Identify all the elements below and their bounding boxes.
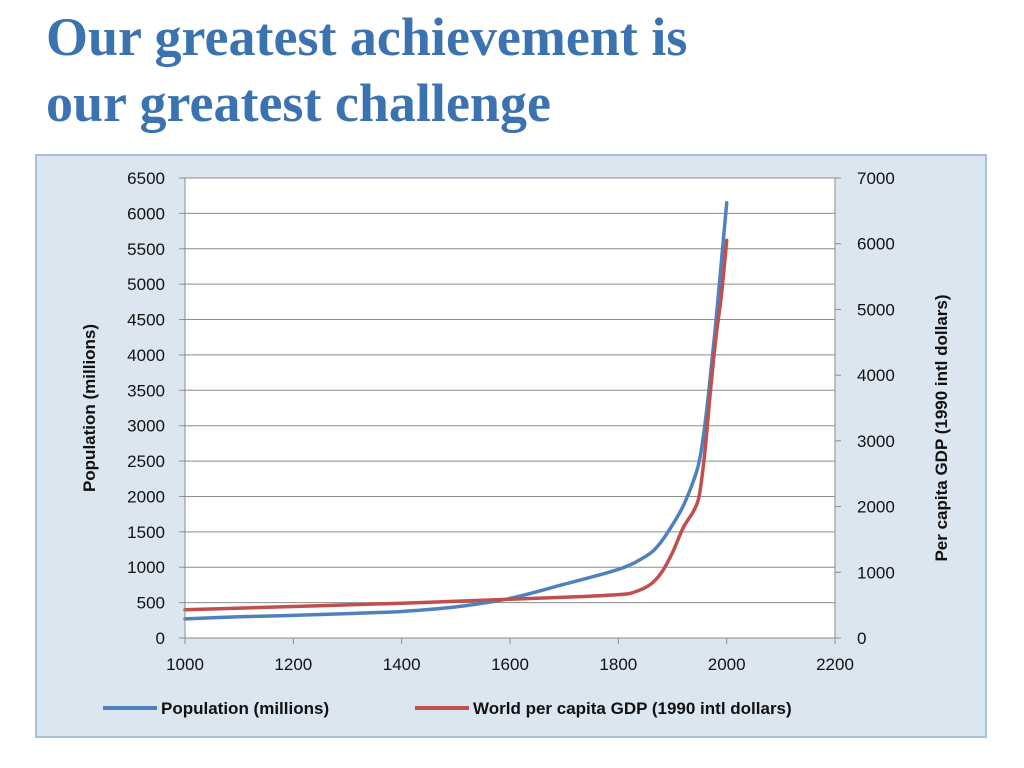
y2-tick-label: 6000 [857,235,895,254]
line-chart: 0 500 1000 1500 2000 2500 3000 3500 4000 4500 5000… [80,169,951,718]
x-tick-label: 2000 [708,655,746,674]
chart-frame: 0 500 1000 1500 2000 2500 3000 3500 4000 4500 5000… [35,154,987,738]
y-tick-label: 2500 [127,452,165,471]
y-tick-label: 3500 [127,381,165,400]
y2-tick-label: 0 [857,629,866,648]
y2-tick-label: 4000 [857,366,895,385]
x-tick-label: 1400 [383,655,421,674]
legend-item-population: Population (millions) [103,699,329,718]
y2-axis-title: Per capita GDP (1990 intl dollars) [932,294,951,561]
x-tick-label: 2200 [816,655,854,674]
series-lines [183,201,729,621]
y-tick-label: 5500 [127,240,165,259]
y-tick-label: 6500 [127,169,165,188]
legend-item-gdp: World per capita GDP (1990 intl dollars) [415,699,792,718]
gdp-series-line [183,238,729,612]
y-tick-label: 0 [156,629,165,648]
y2-tick-label: 7000 [857,169,895,188]
y2-tick-label: 2000 [857,498,895,517]
y2-tick-label: 5000 [857,300,895,319]
x-tick-label: 1800 [599,655,637,674]
plot-area [185,178,835,638]
legend: Population (millions) World per capita GD… [103,699,792,718]
legend-label: World per capita GDP (1990 intl dollars) [473,699,792,718]
y-tick-label: 1500 [127,523,165,542]
x-tick-label: 1600 [491,655,529,674]
y-tick-label: 500 [137,594,165,613]
x-tick-label: 1000 [166,655,204,674]
y-tick-label: 4000 [127,346,165,365]
y2-tick-label: 3000 [857,432,895,451]
y-tick-label: 5000 [127,275,165,294]
y2-tick-label: 1000 [857,563,895,582]
y-tick-label: 4500 [127,311,165,330]
slide-title-line-1: Our greatest achievement is [46,7,688,67]
slide-title-line-2: our greatest challenge [46,73,551,133]
y-tick-label: 6000 [127,204,165,223]
gridlines [185,177,835,639]
axes: 0 500 1000 1500 2000 2500 3000 3500 4000 4500 5000… [127,169,895,674]
x-tick-label: 1200 [274,655,312,674]
legend-label: Population (millions) [161,699,329,718]
y-tick-label: 1000 [127,558,165,577]
y-axis-title: Population (millions) [80,324,99,492]
slide-title: Our greatest achievement is our greatest… [46,4,687,136]
y-tick-label: 3000 [127,417,165,436]
y-tick-label: 2000 [127,487,165,506]
